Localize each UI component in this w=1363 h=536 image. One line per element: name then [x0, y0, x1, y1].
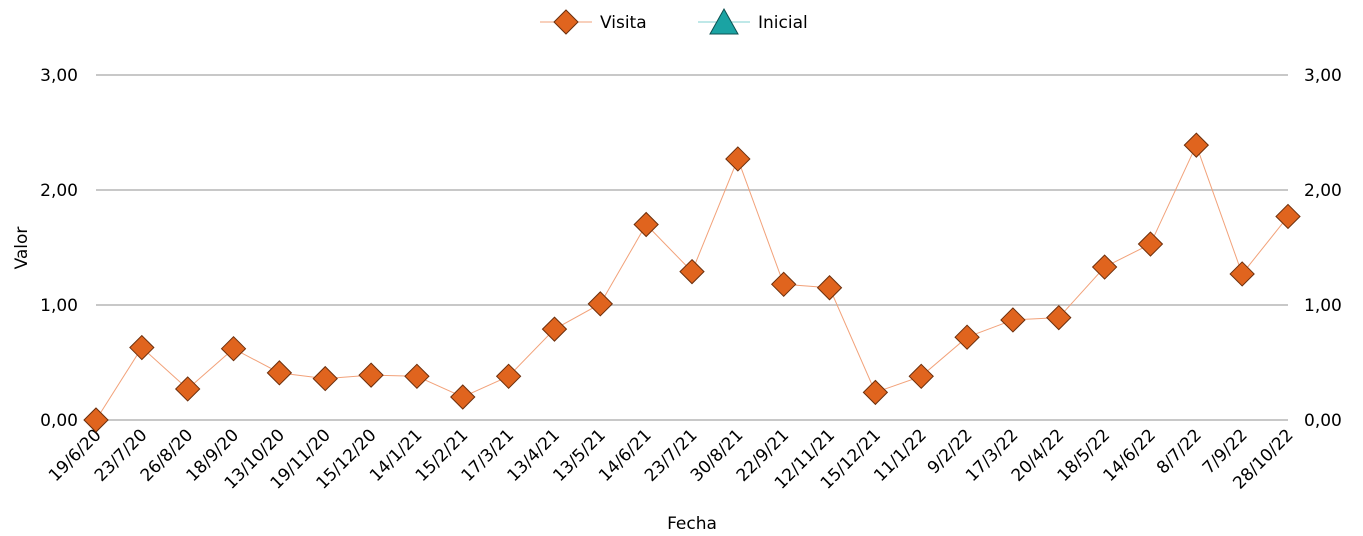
legend-item-visita[interactable]: Visita	[540, 9, 647, 35]
data-point-visita[interactable]	[1183, 132, 1210, 158]
data-point-visita[interactable]	[908, 363, 934, 390]
data-point-visita[interactable]	[312, 365, 338, 392]
legend-inicial-triangle-icon	[709, 7, 739, 35]
legend-inicial-label: Inicial	[758, 13, 808, 33]
data-point-visita[interactable]	[129, 334, 155, 361]
data-point-visita[interactable]	[358, 362, 384, 388]
y-tick-label-right: 2,00	[1304, 181, 1342, 201]
y-tick-label-left: 2,00	[40, 181, 78, 201]
data-point-visita[interactable]	[174, 376, 201, 402]
legend-visita-diamond-icon	[553, 9, 579, 35]
data-point-visita[interactable]	[404, 363, 430, 390]
data-point-visita[interactable]	[1137, 231, 1164, 257]
gridlines	[96, 74, 1288, 421]
data-point-visita[interactable]	[770, 271, 797, 298]
data-point-visita[interactable]	[1046, 304, 1072, 331]
data-point-visita[interactable]	[725, 146, 751, 172]
y-tick-label-right: 1,00	[1304, 296, 1342, 316]
y-tick-label-right: 0,00	[1304, 411, 1342, 431]
data-point-visita[interactable]	[495, 363, 522, 390]
data-point-visita[interactable]	[1091, 254, 1118, 280]
y-tick-label-left: 0,00	[40, 411, 78, 431]
data-point-visita[interactable]	[83, 407, 109, 433]
legend-visita-label: Visita	[600, 13, 647, 33]
x-axis-title: Fecha	[667, 514, 717, 534]
data-point-visita[interactable]	[816, 275, 843, 301]
y-tick-label-left: 1,00	[40, 296, 78, 316]
y-axis-title: Valor	[12, 227, 32, 270]
y-axis-right: 0,00 1,00 2,00 3,00	[1304, 66, 1342, 431]
data-point-visita[interactable]	[1229, 261, 1255, 287]
legend: Visita Inicial	[540, 7, 808, 35]
data-point-visita[interactable]	[220, 335, 247, 362]
y-tick-label-right: 3,00	[1304, 66, 1342, 86]
data-point-visita[interactable]	[862, 379, 889, 406]
data-point-visita[interactable]	[679, 258, 705, 285]
series-visita	[83, 132, 1301, 433]
data-point-visita[interactable]	[587, 291, 614, 317]
y-axis-left: 0,00 1,00 2,00 3,00	[40, 66, 78, 431]
data-point-visita[interactable]	[1275, 203, 1301, 230]
data-point-visita[interactable]	[266, 360, 293, 386]
data-point-visita[interactable]	[450, 384, 476, 410]
legend-item-inicial[interactable]: Inicial	[698, 7, 808, 35]
x-tick-label: 8/7/22	[1153, 425, 1206, 478]
data-point-visita[interactable]	[633, 211, 659, 238]
x-axis: 19/6/2023/7/2026/8/2018/9/2013/10/2019/1…	[45, 425, 1297, 493]
data-point-visita[interactable]	[954, 324, 980, 350]
y-tick-label-left: 3,00	[40, 66, 78, 86]
data-point-visita[interactable]	[541, 316, 568, 342]
data-point-visita[interactable]	[1000, 307, 1026, 333]
